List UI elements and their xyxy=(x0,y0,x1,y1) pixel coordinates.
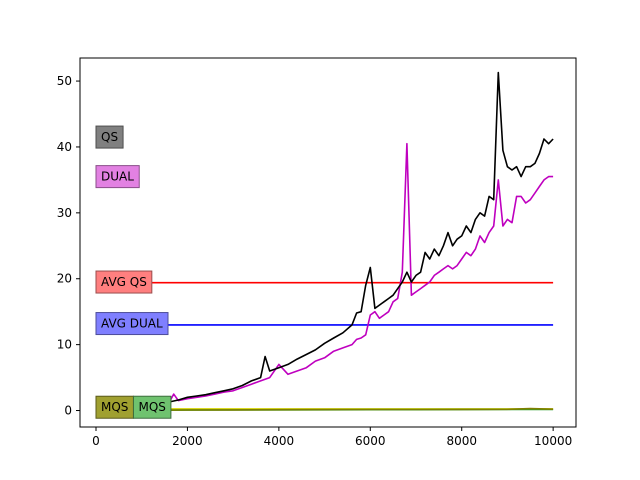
x-tick-label: 4000 xyxy=(264,434,295,448)
series-label-4: MQS xyxy=(95,395,134,419)
x-tick-label: 10000 xyxy=(534,434,572,448)
series-label-box xyxy=(95,125,124,149)
series-label-text: QS xyxy=(101,130,118,144)
series-label-box xyxy=(95,165,140,189)
y-axis: 0 10 20 30 40 50 xyxy=(57,74,80,418)
x-tick-label: 6000 xyxy=(355,434,386,448)
series-label-text: DUAL xyxy=(101,170,134,184)
series-label-box xyxy=(95,312,169,336)
y-tick-label: 40 xyxy=(57,140,72,154)
series-layer xyxy=(95,71,554,412)
y-tick-label: 20 xyxy=(57,272,72,286)
series-line-4 xyxy=(95,407,554,412)
series-label-text: MQS xyxy=(101,400,128,414)
series-label-2: AVG QS xyxy=(95,270,153,294)
y-tick-label: 30 xyxy=(57,206,72,220)
x-tick-label: 8000 xyxy=(446,434,477,448)
series-label-3: AVG DUAL xyxy=(95,312,169,336)
label-layer: QS DUAL AVG QS AVG DUAL MQS MQS xyxy=(95,125,172,419)
series-label-text: AVG DUAL xyxy=(101,317,163,331)
series-label-box xyxy=(132,395,172,419)
series-line-0 xyxy=(95,71,554,412)
series-label-5: MQS xyxy=(132,395,172,419)
series-label-text: MQS xyxy=(138,400,165,414)
series-label-text: AVG QS xyxy=(101,275,147,289)
x-tick-label: 2000 xyxy=(172,434,203,448)
series-line-1 xyxy=(95,142,554,412)
y-tick-label: 10 xyxy=(57,338,72,352)
y-tick-label: 50 xyxy=(57,74,72,88)
series-label-0: QS xyxy=(95,125,124,149)
x-tick-label: 0 xyxy=(92,434,100,448)
series-label-box xyxy=(95,270,153,294)
y-tick-label: 0 xyxy=(64,404,72,418)
plot-frame xyxy=(79,57,577,428)
x-axis: 0 2000 4000 6000 8000 10000 xyxy=(92,427,572,448)
series-label-1: DUAL xyxy=(95,165,140,189)
